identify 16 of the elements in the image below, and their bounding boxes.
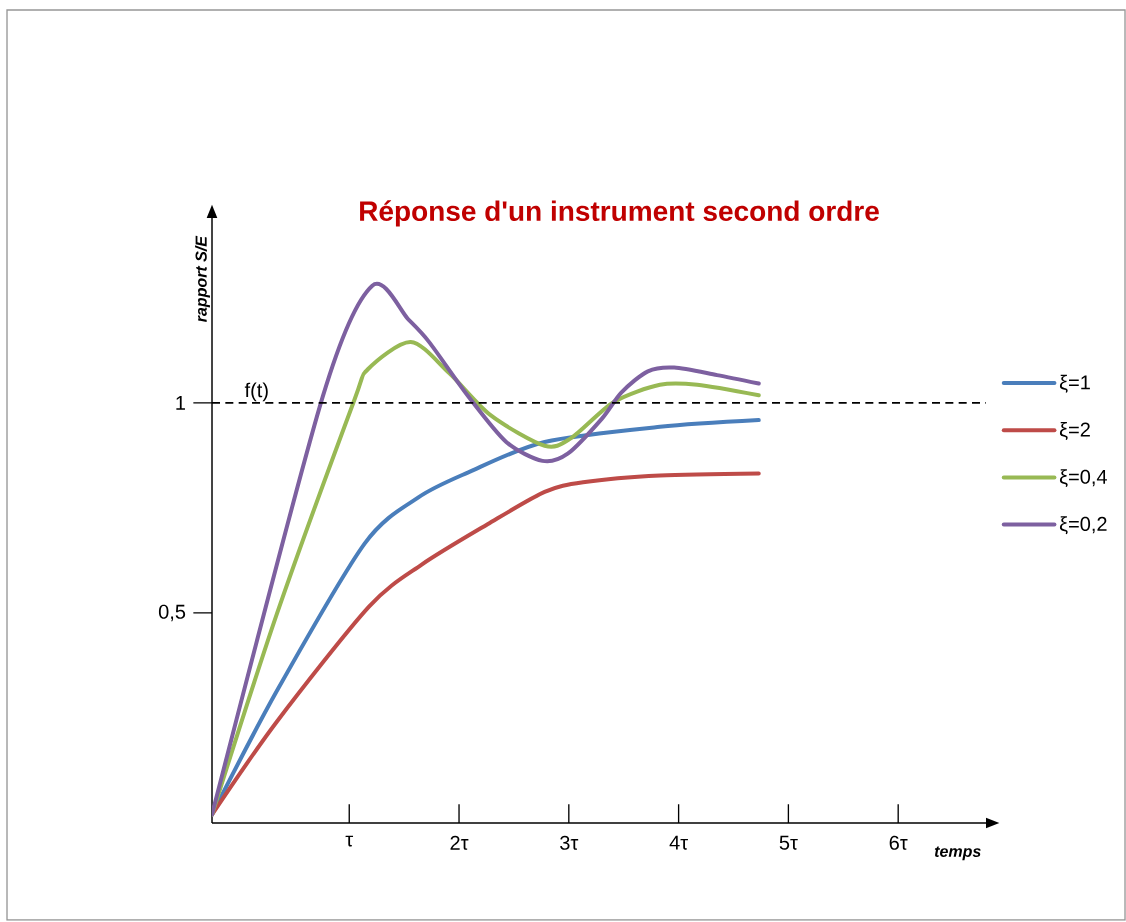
x-tick-label: 5τ	[779, 835, 798, 850]
chart-title: Réponse d'un instrument second ordre	[360, 200, 879, 227]
ref-line-label: f(t)	[244, 382, 268, 402]
x-tick-label: τ	[345, 835, 354, 847]
legend-label: ξ=2	[1059, 422, 1090, 440]
y-axis-title: rapport S/E	[195, 235, 210, 322]
x-tick-label: 2τ	[450, 835, 469, 850]
legend-label: ξ=1	[1059, 374, 1090, 393]
x-tick-label: 4τ	[669, 835, 688, 850]
x-tick-label: 3τ	[560, 835, 579, 850]
x-axis-title: temps	[934, 846, 981, 861]
y-tick-label: 1	[176, 395, 185, 410]
x-tick-label: 6τ	[889, 835, 908, 850]
y-tick-label: 0,5	[158, 604, 186, 622]
legend-label: ξ=0,2	[1059, 516, 1107, 535]
legend-label: ξ=0,4	[1059, 469, 1107, 488]
